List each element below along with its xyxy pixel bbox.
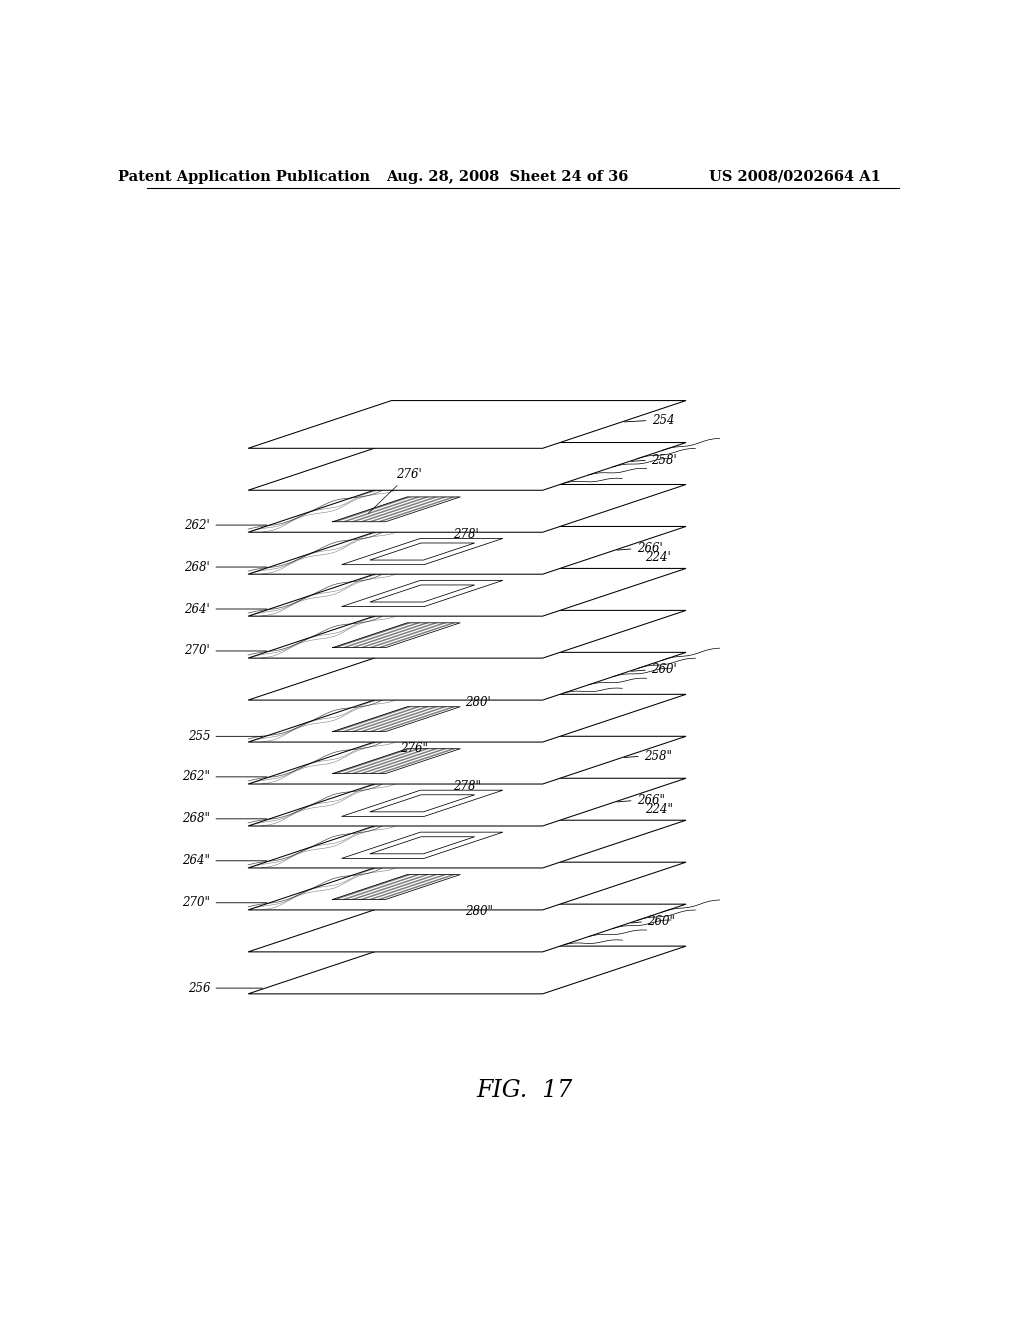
Polygon shape — [359, 875, 438, 899]
Text: FIG.  17: FIG. 17 — [477, 1078, 572, 1102]
Polygon shape — [350, 875, 430, 899]
Polygon shape — [248, 904, 686, 952]
Polygon shape — [333, 496, 412, 521]
Polygon shape — [368, 875, 447, 899]
Polygon shape — [368, 706, 447, 731]
Polygon shape — [342, 623, 421, 648]
Text: 224': 224' — [645, 552, 671, 565]
Polygon shape — [333, 623, 412, 648]
Text: Aug. 28, 2008  Sheet 24 of 36: Aug. 28, 2008 Sheet 24 of 36 — [387, 170, 629, 183]
Polygon shape — [342, 496, 421, 521]
Text: 264': 264' — [184, 602, 210, 615]
Text: 260": 260" — [647, 915, 675, 928]
Polygon shape — [359, 706, 438, 731]
Text: 270': 270' — [184, 644, 210, 657]
Text: 258': 258' — [651, 454, 677, 466]
Text: 268": 268" — [182, 812, 210, 825]
Text: 268': 268' — [184, 561, 210, 573]
Polygon shape — [248, 400, 686, 449]
Text: 254: 254 — [651, 414, 674, 426]
Polygon shape — [248, 610, 686, 659]
Text: 266": 266" — [637, 795, 665, 807]
Polygon shape — [342, 748, 421, 774]
Polygon shape — [248, 694, 686, 742]
Text: 266': 266' — [637, 543, 663, 556]
Text: 278': 278' — [453, 528, 478, 541]
Polygon shape — [350, 748, 430, 774]
Polygon shape — [248, 862, 686, 909]
Polygon shape — [377, 706, 457, 731]
Polygon shape — [248, 946, 686, 994]
Text: 276": 276" — [400, 742, 428, 755]
Polygon shape — [377, 496, 457, 521]
Polygon shape — [368, 496, 447, 521]
Polygon shape — [248, 484, 686, 532]
Text: 270": 270" — [182, 896, 210, 909]
Polygon shape — [359, 748, 438, 774]
Polygon shape — [377, 748, 457, 774]
Polygon shape — [342, 875, 421, 899]
Polygon shape — [248, 820, 686, 869]
Text: 262': 262' — [184, 519, 210, 532]
Polygon shape — [350, 496, 430, 521]
Polygon shape — [333, 748, 412, 774]
Text: 260': 260' — [651, 664, 677, 676]
Polygon shape — [350, 706, 430, 731]
Text: 258": 258" — [644, 750, 672, 763]
Polygon shape — [248, 527, 686, 574]
Text: Patent Application Publication: Patent Application Publication — [118, 170, 371, 183]
Text: 280': 280' — [465, 696, 490, 709]
Polygon shape — [350, 623, 430, 648]
Text: 262": 262" — [182, 771, 210, 783]
Polygon shape — [248, 569, 686, 616]
Polygon shape — [248, 737, 686, 784]
Text: 280": 280" — [465, 906, 493, 919]
Text: 264": 264" — [182, 854, 210, 867]
Polygon shape — [248, 779, 686, 826]
Polygon shape — [377, 623, 457, 648]
Polygon shape — [248, 442, 686, 490]
Text: US 2008/0202664 A1: US 2008/0202664 A1 — [709, 170, 881, 183]
Text: 278": 278" — [453, 780, 480, 792]
Text: 276': 276' — [368, 467, 422, 513]
Polygon shape — [248, 652, 686, 700]
Polygon shape — [368, 623, 447, 648]
Polygon shape — [368, 748, 447, 774]
Polygon shape — [333, 706, 412, 731]
Polygon shape — [377, 875, 457, 899]
Text: 256: 256 — [187, 982, 210, 995]
Polygon shape — [359, 623, 438, 648]
Text: 255: 255 — [187, 730, 210, 743]
Polygon shape — [342, 706, 421, 731]
Text: 224": 224" — [645, 804, 673, 816]
Polygon shape — [359, 496, 438, 521]
Polygon shape — [333, 875, 412, 899]
